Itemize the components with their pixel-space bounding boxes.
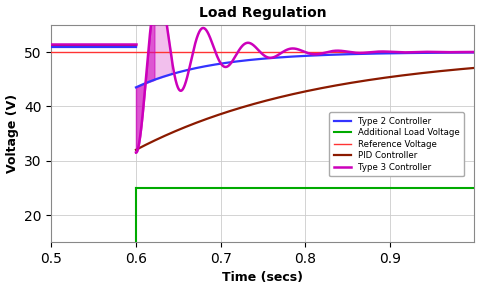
Title: Load Regulation: Load Regulation xyxy=(199,6,327,19)
Y-axis label: Voltage (V): Voltage (V) xyxy=(6,94,19,173)
X-axis label: Time (secs): Time (secs) xyxy=(222,271,303,284)
Legend: Type 2 Controller, Additional Load Voltage, Reference Voltage, PID Controller, T: Type 2 Controller, Additional Load Volta… xyxy=(329,113,464,176)
